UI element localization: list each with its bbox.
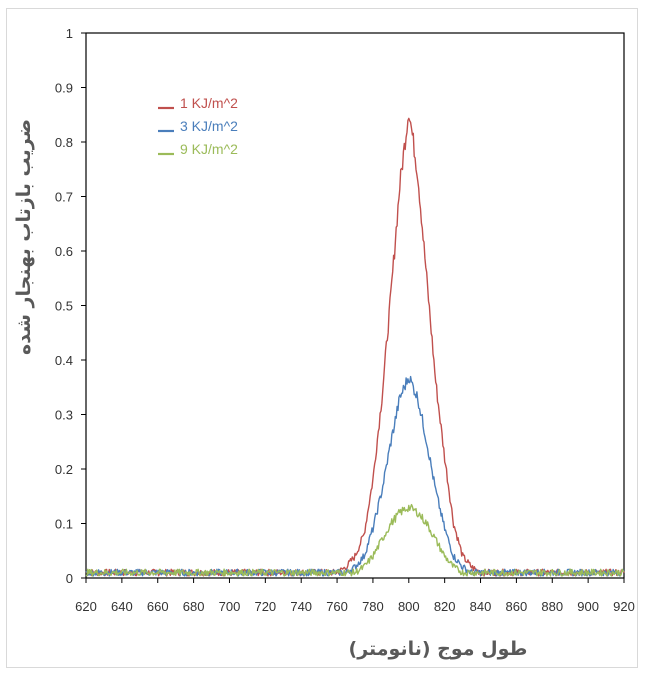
plot-area [85,32,625,579]
y-tick-label: 0.5 [55,299,73,314]
axes-layer: 620 640 660 680 700 720 740 760 780 800 820 840 860 8… [55,26,635,614]
legend-label: 1 KJ/m^2 [180,95,238,111]
legend: 1 KJ/m^2 3 KJ/m^2 9 KJ/m^2 [158,95,238,157]
x-tick-label: 800 [398,599,420,614]
y-tick-label: 0.9 [55,81,73,96]
x-tick-label: 620 [75,599,97,614]
chart-frame [6,8,638,668]
x-tick-label: 640 [111,599,133,614]
x-tick-label: 920 [613,599,635,614]
y-tick-label: 0.8 [55,135,73,150]
y-tick-label: 0.7 [55,190,73,205]
y-tick-label: 0.3 [55,408,73,423]
series-line [85,375,625,577]
x-tick-label: 740 [290,599,312,614]
legend-label: 9 KJ/m^2 [180,141,238,157]
x-tick-label: 760 [326,599,348,614]
series-line [85,117,625,577]
y-axis-title: ضریب بازتاب بهنجار شده [13,119,35,355]
x-tick-label: 720 [254,599,276,614]
x-tick-label: 700 [219,599,241,614]
y-tick-label: 0.2 [55,462,73,477]
x-tick-label: 880 [541,599,563,614]
x-axis-title: طول موج (نانومتر) [349,638,528,660]
x-tick-label: 660 [147,599,169,614]
plot-border [85,32,625,579]
y-tick-label: 0.4 [55,353,73,368]
series-layer [85,117,625,577]
y-tick-label: 0.1 [55,517,73,532]
x-tick-label: 680 [183,599,205,614]
y-tick-label: 0.6 [55,244,73,259]
x-tick-label: 860 [506,599,528,614]
x-tick-label: 900 [577,599,599,614]
x-tick-label: 780 [362,599,384,614]
legend-label: 3 KJ/m^2 [180,118,238,134]
y-tick-label: 1 [66,26,73,41]
x-tick-label: 820 [434,599,456,614]
series-line [85,503,625,577]
x-tick-label: 840 [470,599,492,614]
y-tick-label: 0 [66,571,73,586]
